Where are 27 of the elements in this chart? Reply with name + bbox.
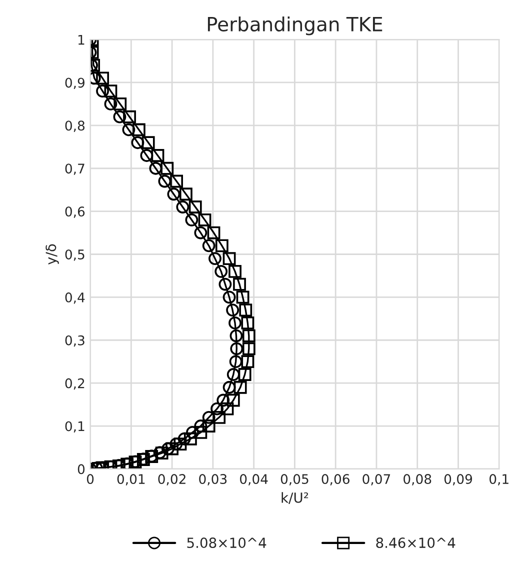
y-tick-label: 0,2 (65, 378, 84, 390)
x-tick-label: 0,04 (240, 474, 268, 486)
x-tick-label: 0,01 (117, 474, 145, 486)
y-tick-label: 0,7 (65, 164, 84, 175)
x-tick-label: 0,06 (322, 474, 350, 486)
y-tick-label: 0,5 (65, 249, 84, 261)
legend-label: 8.46×10^4 (376, 538, 456, 548)
legend-label: 5.08×10^4 (187, 538, 266, 548)
y-tick-label: 0,6 (65, 206, 85, 218)
x-axis-title: k/U² (282, 492, 308, 504)
y-tick-label: 1 (78, 34, 84, 45)
y-axis-title: y/δ (46, 244, 59, 265)
y-tick-label: 0,9 (65, 78, 84, 90)
x-tick-label: 0,02 (158, 474, 186, 486)
y-tick-label: 0,4 (65, 292, 85, 304)
y-tick-label: 0,8 (65, 120, 85, 132)
y-tick-label: 0,1 (65, 421, 84, 433)
y-tick-label: 0 (78, 464, 85, 474)
x-tick-label: 0 (86, 474, 94, 484)
y-tick-label: 0,3 (65, 335, 84, 347)
x-tick-label: 0,08 (404, 474, 432, 486)
x-tick-label: 0,09 (444, 474, 472, 486)
x-tick-label: 0,1 (490, 474, 508, 486)
x-tick-label: 0,03 (199, 474, 227, 486)
chart-title: Perbandingan TKE (208, 16, 382, 36)
x-tick-label: 0,05 (280, 474, 308, 486)
x-tick-label: 0,07 (362, 474, 390, 486)
